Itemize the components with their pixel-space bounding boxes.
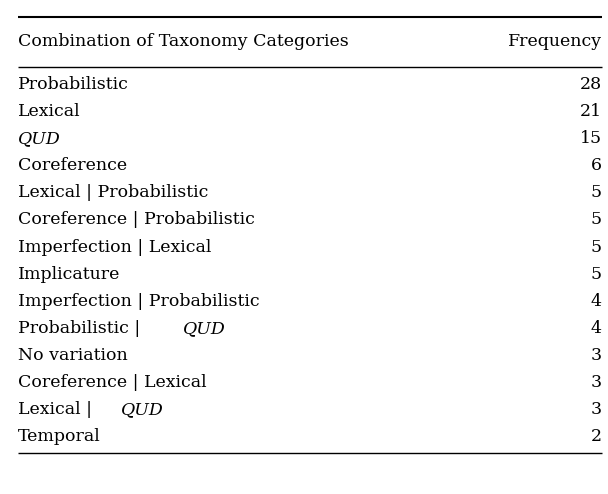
Text: 28: 28	[580, 76, 602, 93]
Text: Probabilistic: Probabilistic	[18, 76, 129, 93]
Text: QUD: QUD	[121, 401, 164, 418]
Text: QUD: QUD	[18, 130, 61, 147]
Text: Lexical: Lexical	[18, 103, 81, 120]
Text: 5: 5	[591, 184, 602, 201]
Text: No variation: No variation	[18, 347, 128, 364]
Text: 3: 3	[591, 347, 602, 364]
Text: 3: 3	[591, 374, 602, 391]
Text: 21: 21	[580, 103, 602, 120]
Text: 3: 3	[591, 401, 602, 418]
Text: 15: 15	[580, 130, 602, 147]
Text: QUD: QUD	[183, 320, 226, 337]
Text: Imperfection | Probabilistic: Imperfection | Probabilistic	[18, 293, 260, 310]
Text: Probabilistic |: Probabilistic |	[18, 320, 146, 337]
Text: Lexical |: Lexical |	[18, 401, 98, 418]
Text: Combination of Taxonomy Categories: Combination of Taxonomy Categories	[18, 34, 349, 50]
Text: Coreference: Coreference	[18, 157, 127, 174]
Text: 6: 6	[591, 157, 602, 174]
Text: Coreference | Lexical: Coreference | Lexical	[18, 374, 207, 391]
Text: Frequency: Frequency	[508, 34, 602, 50]
Text: Temporal: Temporal	[18, 428, 101, 445]
Text: 4: 4	[591, 320, 602, 337]
Text: 2: 2	[591, 428, 602, 445]
Text: 5: 5	[591, 211, 602, 228]
Text: 4: 4	[591, 293, 602, 310]
Text: 5: 5	[591, 239, 602, 255]
Text: Implicature: Implicature	[18, 266, 120, 283]
Text: Imperfection | Lexical: Imperfection | Lexical	[18, 239, 212, 255]
Text: 5: 5	[591, 266, 602, 283]
Text: Coreference | Probabilistic: Coreference | Probabilistic	[18, 211, 255, 228]
Text: Lexical | Probabilistic: Lexical | Probabilistic	[18, 184, 209, 201]
